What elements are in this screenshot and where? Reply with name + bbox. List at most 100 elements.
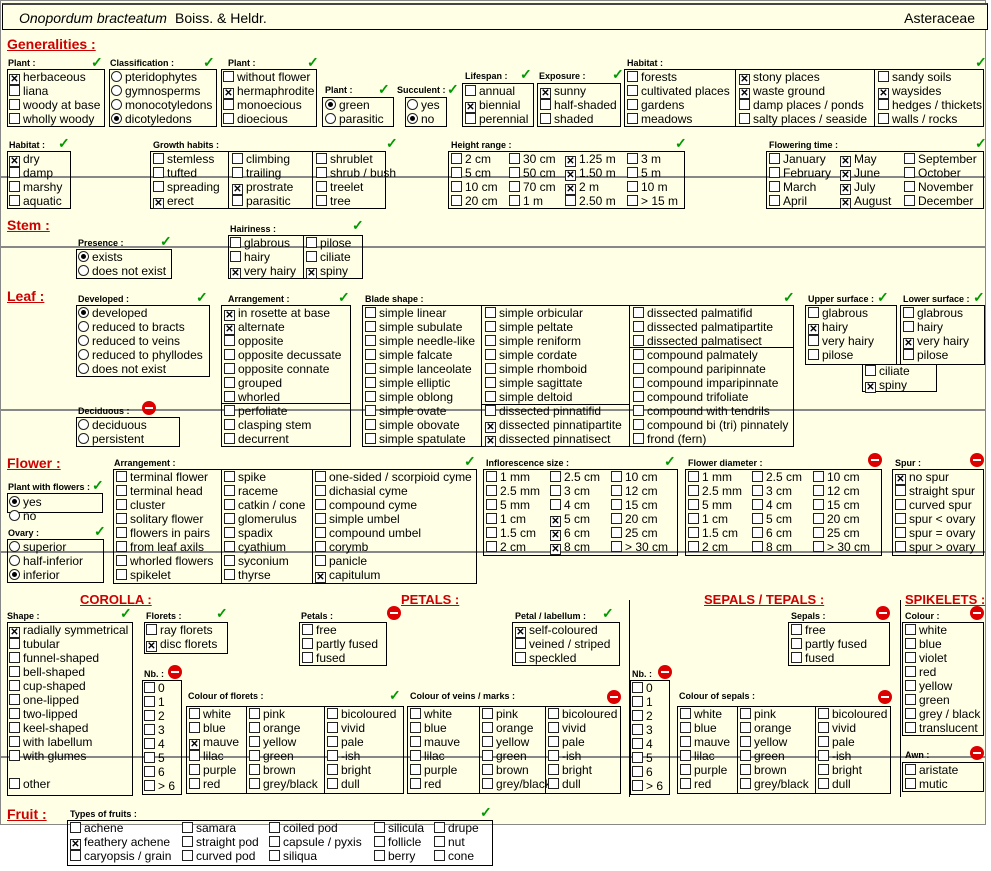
checkbox-f-infl-c[interactable]: > 30 cm bbox=[611, 540, 668, 554]
checkbox-icon[interactable] bbox=[840, 156, 851, 167]
checkbox-sp-col-a[interactable]: purple bbox=[680, 763, 727, 777]
checkbox-fr-a[interactable]: feathery achene bbox=[70, 835, 170, 850]
checkbox-icon[interactable] bbox=[327, 778, 338, 789]
checkbox-g-expo[interactable]: half-shaded bbox=[540, 98, 617, 112]
checkbox-icon[interactable] bbox=[905, 778, 916, 789]
checkbox-icon[interactable] bbox=[9, 99, 20, 110]
checkbox-f-infl-a[interactable]: 2.5 mm bbox=[486, 484, 540, 498]
checkbox-f-arr-a[interactable]: flowers in pairs bbox=[116, 526, 210, 540]
checkbox-icon[interactable] bbox=[224, 541, 235, 552]
checkbox-l-blade-b[interactable]: simple reniform bbox=[485, 334, 581, 348]
checkbox-icon[interactable] bbox=[482, 708, 493, 719]
checkbox-g-plant[interactable]: herbaceous bbox=[9, 70, 86, 85]
checkbox-l-arr-a[interactable]: whorled bbox=[224, 390, 280, 404]
checkbox-icon[interactable] bbox=[515, 627, 526, 638]
checkbox-g-flow-a[interactable]: April bbox=[769, 194, 807, 208]
checkbox-sp-col-c[interactable]: bright bbox=[818, 763, 862, 777]
checkbox-g-flow-c[interactable]: September bbox=[904, 152, 977, 166]
checkbox-icon[interactable] bbox=[688, 527, 699, 538]
radio-icon[interactable] bbox=[111, 85, 122, 96]
checkbox-f-arr-b[interactable]: glomerulus bbox=[224, 512, 297, 526]
checkbox-l-arr-a[interactable]: opposite bbox=[224, 334, 283, 348]
checkbox-g-plant2[interactable]: without flower bbox=[223, 70, 310, 84]
checkbox-icon[interactable] bbox=[680, 764, 691, 775]
radio-g-class[interactable]: gymnosperms bbox=[111, 84, 200, 98]
checkbox-icon[interactable] bbox=[509, 153, 520, 164]
checkbox-icon[interactable] bbox=[9, 113, 20, 124]
checkbox-icon[interactable] bbox=[895, 541, 906, 552]
checkbox-icon[interactable] bbox=[791, 638, 802, 649]
checkbox-s-hair-a[interactable]: hairy bbox=[230, 250, 270, 264]
checkbox-icon[interactable] bbox=[410, 778, 421, 789]
checkbox-f-arr-c[interactable]: compound cyme bbox=[315, 498, 417, 512]
radio-g-plant3[interactable]: green bbox=[325, 98, 370, 112]
checkbox-f-arr-a[interactable]: cluster bbox=[116, 498, 165, 512]
checkbox-g-plant[interactable]: liana bbox=[9, 84, 48, 98]
checkbox-f-spur[interactable]: no spur bbox=[895, 470, 949, 485]
checkbox-g-growth-c[interactable]: shrublet bbox=[316, 152, 373, 166]
checkbox-c-shape[interactable]: one-lipped bbox=[9, 693, 79, 707]
checkbox-icon[interactable] bbox=[365, 391, 376, 402]
checkbox-g-growth-c[interactable]: treelet bbox=[316, 180, 363, 194]
checkbox-g-flow-c[interactable]: October bbox=[904, 166, 961, 180]
checkbox-p-veins-a[interactable]: mauve bbox=[410, 735, 460, 749]
checkbox-icon[interactable] bbox=[365, 405, 376, 416]
checkbox-g-plant2[interactable]: hermaphrodite bbox=[223, 84, 314, 99]
checkbox-g-height-d[interactable]: > 15 m bbox=[627, 194, 678, 208]
checkbox-icon[interactable] bbox=[632, 752, 643, 763]
checkbox-l-blade-a[interactable]: simple falcate bbox=[365, 348, 452, 362]
checkbox-l-blade-e[interactable]: compound palmately bbox=[633, 348, 758, 362]
checkbox-icon[interactable] bbox=[482, 722, 493, 733]
checkbox-icon[interactable] bbox=[611, 527, 622, 538]
checkbox-f-spur[interactable]: spur < ovary bbox=[895, 512, 975, 526]
checkbox-l-upper[interactable]: pilose bbox=[808, 348, 853, 362]
checkbox-f-diam-b[interactable]: 6 cm bbox=[752, 526, 792, 540]
checkbox-p-veins-a[interactable]: purple bbox=[410, 763, 457, 777]
radio-icon[interactable] bbox=[78, 251, 89, 262]
radio-icon[interactable] bbox=[325, 113, 336, 124]
checkbox-icon[interactable] bbox=[740, 764, 751, 775]
checkbox-icon[interactable] bbox=[224, 471, 235, 482]
checkbox-l-blade-a[interactable]: simple linear bbox=[365, 306, 446, 320]
checkbox-icon[interactable] bbox=[223, 99, 234, 110]
checkbox-icon[interactable] bbox=[895, 499, 906, 510]
checkbox-f-infl-b[interactable]: 5 cm bbox=[550, 512, 590, 527]
checkbox-icon[interactable] bbox=[739, 99, 750, 110]
checkbox-sp-nb[interactable]: 3 bbox=[632, 723, 653, 737]
checkbox-icon[interactable] bbox=[189, 708, 200, 719]
checkbox-g-hab-a[interactable]: forests bbox=[627, 70, 677, 84]
checkbox-icon[interactable] bbox=[752, 541, 763, 552]
checkbox-l-blade-a[interactable]: simple elliptic bbox=[365, 376, 450, 390]
checkbox-g-growth-a[interactable]: spreading bbox=[153, 180, 220, 194]
checkbox-s-hair-b[interactable]: spiny bbox=[306, 264, 348, 279]
radio-l-decid[interactable]: persistent bbox=[78, 432, 144, 446]
checkbox-icon[interactable] bbox=[365, 363, 376, 374]
checkbox-icon[interactable] bbox=[224, 499, 235, 510]
checkbox-g-plant2[interactable]: dioecious bbox=[223, 112, 288, 126]
checkbox-icon[interactable] bbox=[740, 708, 751, 719]
checkbox-icon[interactable] bbox=[769, 153, 780, 164]
radio-icon[interactable] bbox=[9, 541, 20, 552]
checkbox-p-veins-a[interactable]: blue bbox=[410, 721, 447, 735]
checkbox-icon[interactable] bbox=[627, 85, 638, 96]
checkbox-p-lab[interactable]: speckled bbox=[515, 651, 576, 665]
checkbox-icon[interactable] bbox=[740, 778, 751, 789]
checkbox-l-arr-a[interactable]: alternate bbox=[224, 320, 285, 335]
checkbox-icon[interactable] bbox=[465, 102, 476, 113]
checkbox-icon[interactable] bbox=[9, 680, 20, 691]
checkbox-icon[interactable] bbox=[769, 195, 780, 206]
checkbox-icon[interactable] bbox=[189, 764, 200, 775]
checkbox-icon[interactable] bbox=[365, 433, 376, 444]
checkbox-icon[interactable] bbox=[9, 694, 20, 705]
checkbox-p-lab[interactable]: veined / striped bbox=[515, 637, 610, 651]
checkbox-icon[interactable] bbox=[249, 708, 260, 719]
checkbox-l-blade-e[interactable]: compound with tendrils bbox=[633, 404, 770, 418]
checkbox-p-petals[interactable]: free bbox=[302, 623, 337, 637]
checkbox-c-florets[interactable]: ray florets bbox=[146, 623, 213, 637]
checkbox-f-diam-a[interactable]: 1 mm bbox=[688, 470, 732, 484]
checkbox-icon[interactable] bbox=[144, 738, 155, 749]
checkbox-f-diam-c[interactable]: 25 cm bbox=[813, 526, 860, 540]
checkbox-icon[interactable] bbox=[808, 335, 819, 346]
checkbox-sp-col-c[interactable]: pale bbox=[818, 735, 855, 749]
checkbox-f-diam-a[interactable]: 2 cm bbox=[688, 540, 728, 554]
